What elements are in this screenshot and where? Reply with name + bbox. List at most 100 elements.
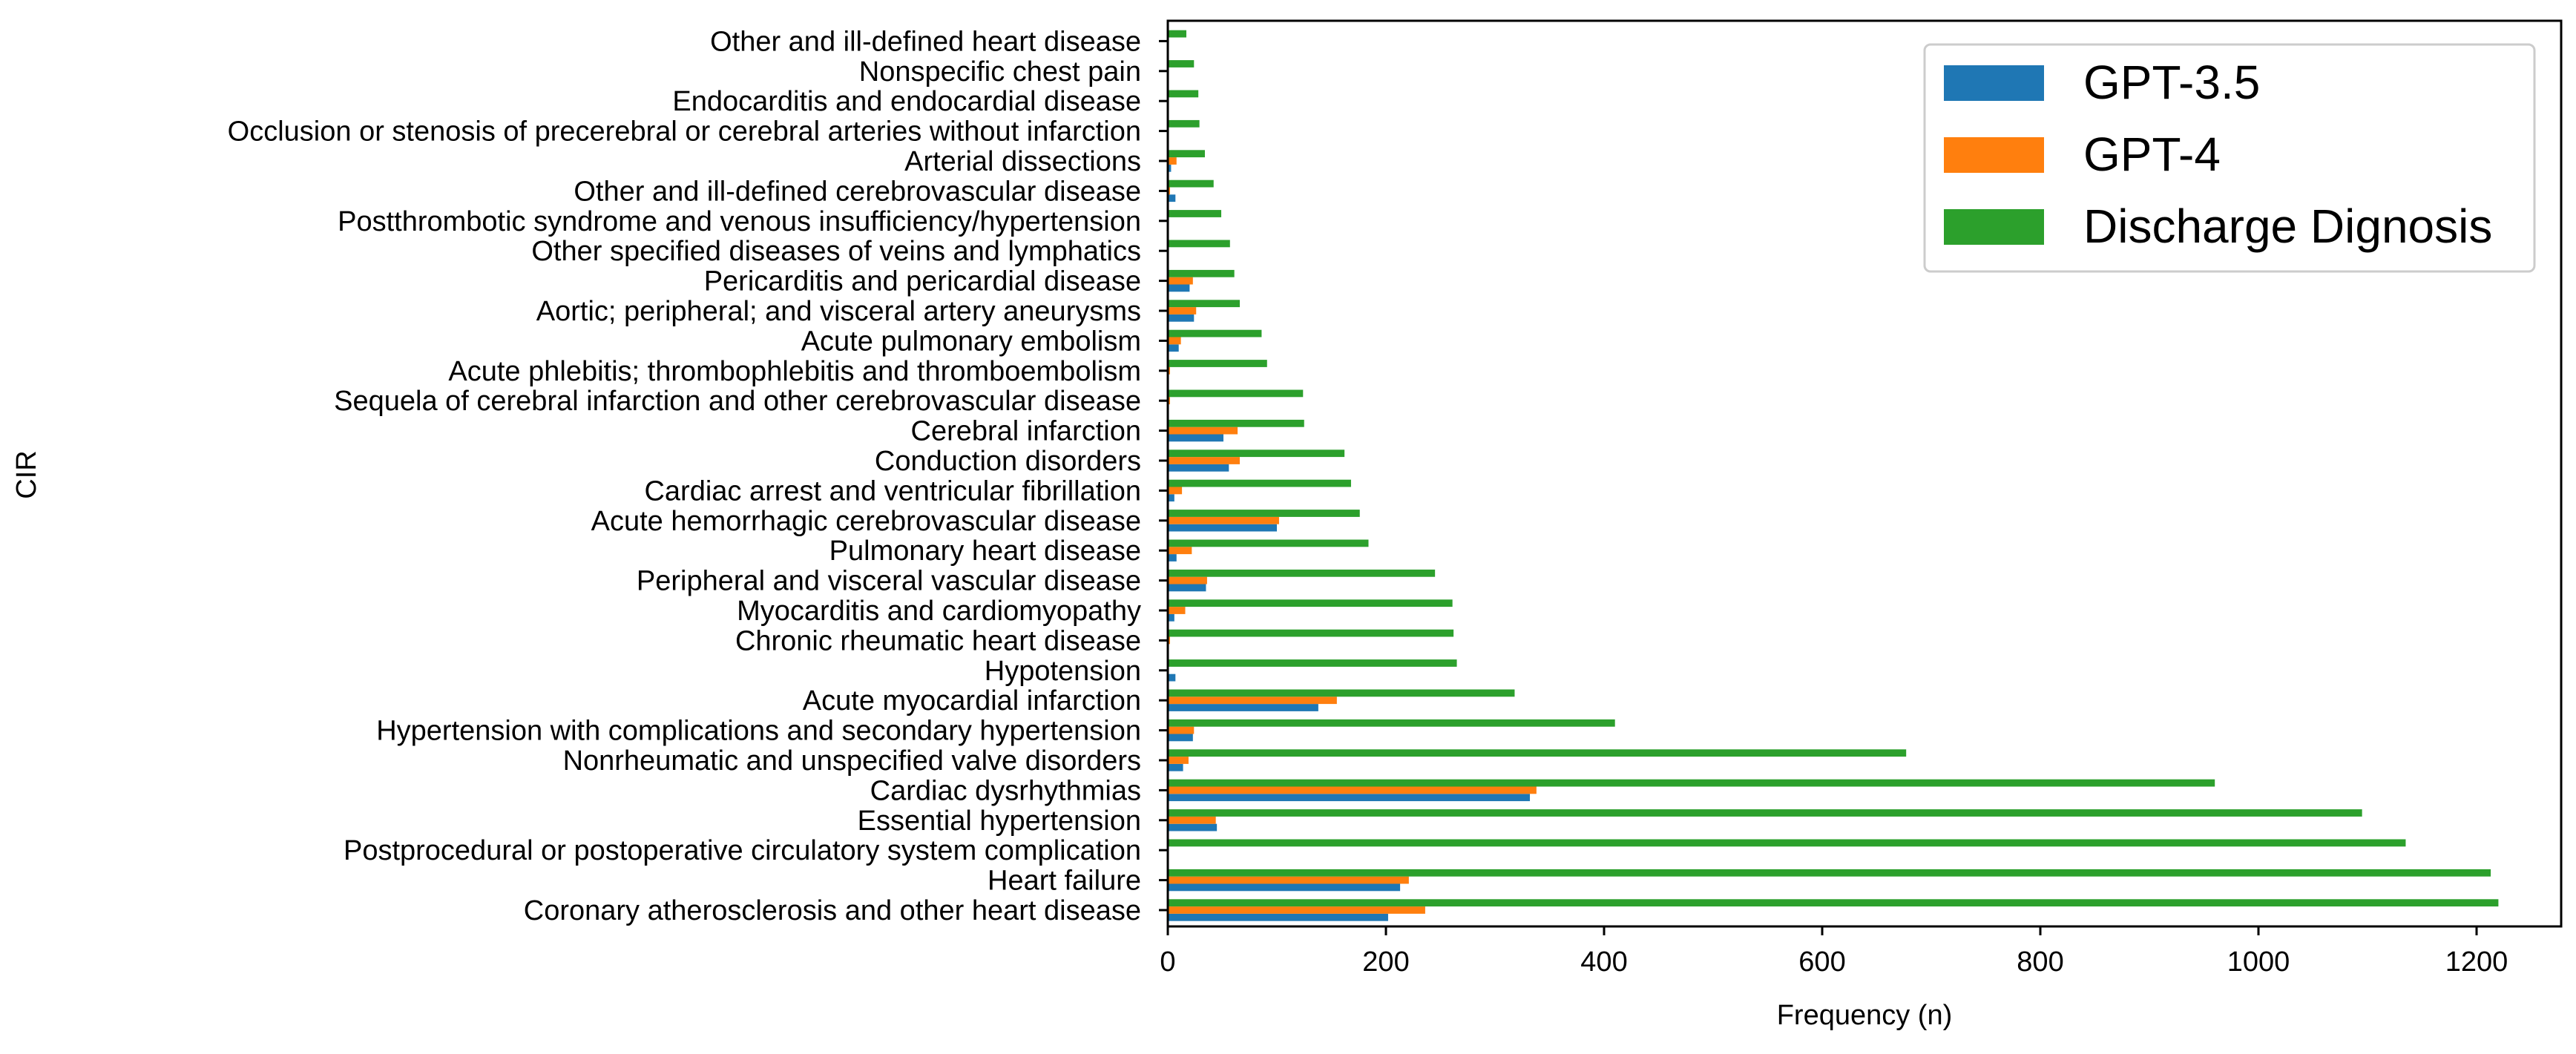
x-axis-label: Frequency (n): [1777, 1000, 1953, 1031]
bar-discharge-dignosis-28: [1168, 60, 1195, 67]
y-tick-label: Other and ill-defined cerebrovascular di…: [574, 176, 1141, 207]
x-tick-label: 400: [1580, 946, 1627, 978]
y-tick-label: Arterial dissections: [904, 146, 1141, 177]
bar-discharge-dignosis-4: [1168, 779, 2215, 787]
x-tick-label: 800: [2017, 946, 2063, 978]
bar-discharge-dignosis-11: [1168, 569, 1436, 577]
bar-discharge-dignosis-14: [1168, 479, 1351, 487]
y-tick-label: Acute pulmonary embolism: [801, 326, 1141, 357]
y-tick-label: Aortic; peripheral; and visceral artery …: [536, 296, 1141, 327]
x-tick-label: 1000: [2227, 946, 2290, 978]
bar-gpt-3-5-6: [1168, 734, 1193, 742]
y-tick-label: Hypotension: [985, 656, 1141, 687]
bar-gpt-4-7: [1168, 696, 1337, 705]
bar-gpt-4-21: [1168, 277, 1193, 285]
y-tick-label: Heart failure: [988, 866, 1141, 897]
x-tick-label: 200: [1362, 946, 1409, 978]
bar-discharge-dignosis-29: [1168, 30, 1186, 38]
y-tick-label: Postprocedural or postoperative circulat…: [344, 835, 1141, 866]
bar-gpt-3-5-0: [1168, 913, 1388, 921]
y-tick-label: Cardiac arrest and ventricular fibrillat…: [644, 475, 1141, 507]
bar-gpt-3-5-11: [1168, 584, 1206, 592]
x-tick-label: 0: [1160, 946, 1175, 978]
bar-gpt-4-25: [1168, 157, 1177, 165]
legend-swatch: [1944, 209, 2044, 245]
legend-box: [1923, 43, 2536, 273]
plot-frame: [1166, 19, 2563, 928]
bar-gpt-4-20: [1168, 307, 1197, 314]
y-tick-label: Acute hemorrhagic cerebrovascular diseas…: [591, 506, 1141, 537]
bar-gpt-3-5-15: [1168, 464, 1229, 472]
bar-discharge-dignosis-2: [1168, 839, 2406, 847]
bar-gpt-3-5-8: [1168, 673, 1176, 682]
legend-label: Discharge Dignosis: [2083, 200, 2492, 253]
y-tick-label: Chronic rheumatic heart disease: [735, 625, 1141, 656]
y-tick-label: Postthrombotic syndrome and venous insuf…: [338, 206, 1141, 237]
bar-discharge-dignosis-16: [1168, 419, 1304, 427]
bar-gpt-3-5-12: [1168, 554, 1177, 561]
bar-discharge-dignosis-6: [1168, 719, 1615, 727]
bar-gpt-3-5-24: [1168, 194, 1176, 202]
bar-discharge-dignosis-17: [1168, 389, 1304, 398]
bar-gpt-4-14: [1168, 487, 1183, 495]
bar-gpt-3-5-4: [1168, 794, 1531, 802]
legend-swatch: [1944, 137, 2044, 173]
bar-discharge-dignosis-3: [1168, 809, 2362, 817]
legend-swatch: [1944, 65, 2044, 101]
bar-gpt-4-3: [1168, 816, 1216, 824]
bar-discharge-dignosis-1: [1168, 869, 2491, 877]
legend-label: GPT-3.5: [2083, 56, 2260, 109]
y-tick-label: Other specified diseases of veins and ly…: [531, 236, 1141, 267]
legend-label: GPT-4: [2083, 128, 2221, 181]
bar-gpt-3-5-19: [1168, 344, 1179, 352]
y-tick-label: Sequela of cerebral infarction and other…: [334, 386, 1141, 417]
chart-bars: [1168, 30, 2499, 921]
bar-gpt-4-11: [1168, 576, 1207, 584]
bar-gpt-4-6: [1168, 726, 1195, 734]
y-tick-label: Other and ill-defined heart disease: [710, 26, 1141, 57]
bar-discharge-dignosis-15: [1168, 449, 1345, 458]
legend: GPT-3.5 GPT-4 Discharge Dignosis: [1923, 43, 2536, 273]
y-tick-label: Nonrheumatic and unspecified valve disor…: [563, 745, 1141, 777]
bar-gpt-4-10: [1168, 607, 1186, 614]
y-tick-label: Hypertension with complications and seco…: [376, 716, 1141, 747]
bar-gpt-4-4: [1168, 786, 1537, 794]
bar-gpt-4-13: [1168, 516, 1279, 524]
bar-gpt-3-5-7: [1168, 704, 1318, 711]
bar-gpt-4-15: [1168, 457, 1241, 464]
x-tick-label: 600: [1798, 946, 1845, 978]
y-tick-label: Conduction disorders: [875, 446, 1141, 477]
bar-discharge-dignosis-13: [1168, 510, 1360, 517]
y-tick-label: Essential hypertension: [858, 806, 1141, 837]
y-tick-label: Myocarditis and cardiomyopathy: [737, 596, 1141, 627]
bar-gpt-4-5: [1168, 757, 1189, 764]
y-tick-label: Pulmonary heart disease: [829, 536, 1141, 567]
bar-discharge-dignosis-10: [1168, 599, 1453, 607]
bar-discharge-dignosis-8: [1168, 659, 1457, 667]
bar-discharge-dignosis-22: [1168, 240, 1230, 248]
y-tick-label: Pericarditis and pericardial disease: [704, 266, 1141, 297]
bar-discharge-dignosis-0: [1168, 899, 2499, 907]
bar-discharge-dignosis-25: [1168, 150, 1205, 158]
y-tick-label: Acute myocardial infarction: [803, 685, 1141, 717]
bar-gpt-3-5-13: [1168, 524, 1277, 532]
bar-gpt-4-16: [1168, 426, 1238, 435]
axis-ticks: Coronary atherosclerosis and other heart…: [228, 26, 2508, 978]
bar-discharge-dignosis-18: [1168, 360, 1267, 367]
bar-gpt-3-5-25: [1168, 164, 1172, 172]
y-tick-label: Occlusion or stenosis of precerebral or …: [228, 116, 1141, 148]
bar-discharge-dignosis-23: [1168, 210, 1222, 217]
bar-discharge-dignosis-7: [1168, 689, 1515, 697]
y-tick-label: Nonspecific chest pain: [859, 56, 1141, 88]
y-tick-label: Cardiac dysrhythmias: [870, 775, 1141, 806]
bar-gpt-4-19: [1168, 337, 1181, 345]
y-tick-label: Endocarditis and endocardial disease: [672, 86, 1141, 117]
bar-discharge-dignosis-26: [1168, 119, 1200, 128]
bar-discharge-dignosis-24: [1168, 179, 1214, 188]
bar-discharge-dignosis-19: [1168, 329, 1262, 337]
bar-gpt-4-12: [1168, 547, 1192, 555]
bar-gpt-3-5-5: [1168, 763, 1183, 771]
y-axis-label: CIR: [11, 450, 42, 498]
y-tick-label: Acute phlebitis; thrombophlebitis and th…: [448, 356, 1141, 387]
